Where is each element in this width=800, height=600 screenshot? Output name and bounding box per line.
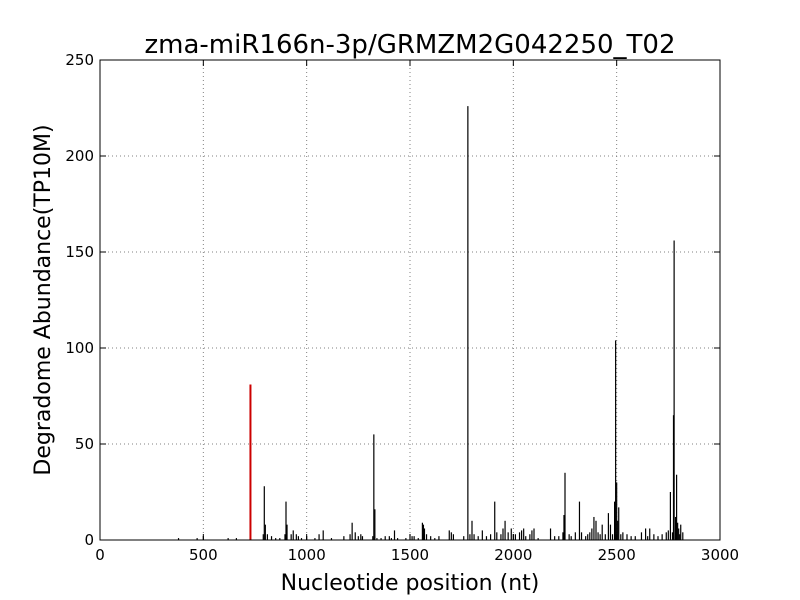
axis-ticks [99, 59, 721, 541]
y-tick-label: 50 [75, 435, 94, 453]
y-tick-label: 200 [65, 147, 94, 165]
y-tick-label: 150 [65, 243, 94, 261]
y-tick-label: 0 [84, 531, 94, 549]
grid-lines [100, 60, 720, 540]
y-axis-label: Degradome Abundance(TP10M) [31, 124, 56, 475]
x-tick-label: 2500 [598, 546, 636, 564]
x-tick-label: 500 [189, 546, 218, 564]
bars [177, 106, 684, 540]
x-tick-label: 3000 [701, 546, 739, 564]
x-tick-label: 2000 [494, 546, 532, 564]
tick-labels: 0 500 1000 1500 2000 2500 3000 0 50 100 150 200 250 [65, 51, 739, 564]
x-tick-label: 1000 [288, 546, 326, 564]
chart-title: zma-miR166n-3p/GRMZM2G042250_T02 [145, 30, 676, 60]
x-axis-label: Nucleotide position (nt) [281, 571, 540, 596]
x-tick-label: 0 [95, 546, 105, 564]
y-tick-label: 250 [65, 51, 94, 69]
y-tick-label: 100 [65, 339, 94, 357]
x-tick-label: 1500 [391, 546, 429, 564]
